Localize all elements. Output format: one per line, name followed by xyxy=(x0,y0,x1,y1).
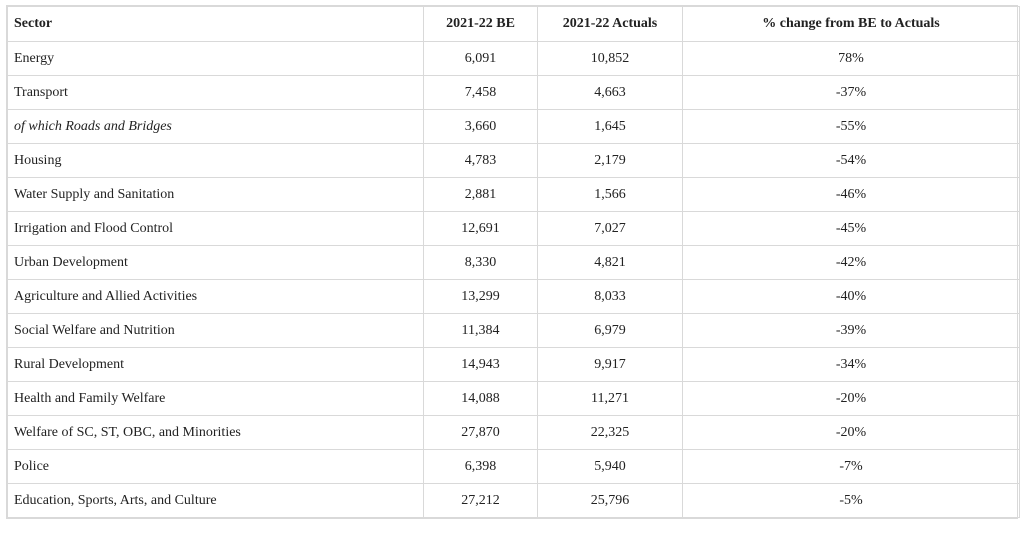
cell-be: 11,384 xyxy=(423,313,538,348)
table-row: Education, Sports, Arts, and Culture 27,2… xyxy=(7,483,1020,518)
cell-sector: of which Roads and Bridges xyxy=(7,109,424,144)
cell-change: -40% xyxy=(682,279,1020,314)
table-row: Housing 4,783 2,179 -54% xyxy=(7,143,1020,178)
header-change: % change from BE to Actuals xyxy=(682,6,1020,42)
cell-be: 8,330 xyxy=(423,245,538,280)
cell-change: -20% xyxy=(682,381,1020,416)
cell-sector: Education, Sports, Arts, and Culture xyxy=(7,483,424,518)
cell-actuals: 10,852 xyxy=(537,41,683,76)
table-row: Police 6,398 5,940 -7% xyxy=(7,449,1020,484)
cell-sector: Social Welfare and Nutrition xyxy=(7,313,424,348)
table-row: Water Supply and Sanitation 2,881 1,566 -46… xyxy=(7,177,1020,212)
table-row: Energy 6,091 10,852 78% xyxy=(7,41,1020,76)
cell-be: 12,691 xyxy=(423,211,538,246)
cell-change: -34% xyxy=(682,347,1020,382)
cell-change: -20% xyxy=(682,415,1020,450)
cell-change: -46% xyxy=(682,177,1020,212)
cell-be: 27,870 xyxy=(423,415,538,450)
cell-actuals: 4,663 xyxy=(537,75,683,110)
cell-actuals: 25,796 xyxy=(537,483,683,518)
cell-change: -37% xyxy=(682,75,1020,110)
cell-sector: Irrigation and Flood Control xyxy=(7,211,424,246)
cell-be: 6,091 xyxy=(423,41,538,76)
cell-sector: Rural Development xyxy=(7,347,424,382)
cell-sector: Police xyxy=(7,449,424,484)
cell-be: 6,398 xyxy=(423,449,538,484)
header-be: 2021-22 BE xyxy=(423,6,538,42)
cell-sector: Transport xyxy=(7,75,424,110)
table-row: Transport 7,458 4,663 -37% xyxy=(7,75,1020,110)
cell-actuals: 6,979 xyxy=(537,313,683,348)
cell-be: 27,212 xyxy=(423,483,538,518)
cell-be: 14,088 xyxy=(423,381,538,416)
cell-actuals: 2,179 xyxy=(537,143,683,178)
cell-actuals: 11,271 xyxy=(537,381,683,416)
table-row: Welfare of SC, ST, OBC, and Minorities 27… xyxy=(7,415,1020,450)
cell-change: -45% xyxy=(682,211,1020,246)
cell-actuals: 4,821 xyxy=(537,245,683,280)
cell-sector: Welfare of SC, ST, OBC, and Minorities xyxy=(7,415,424,450)
cell-actuals: 22,325 xyxy=(537,415,683,450)
cell-actuals: 8,033 xyxy=(537,279,683,314)
table-row: Urban Development 8,330 4,821 -42% xyxy=(7,245,1020,280)
cell-be: 7,458 xyxy=(423,75,538,110)
cell-change: -42% xyxy=(682,245,1020,280)
cell-sector: Agriculture and Allied Activities xyxy=(7,279,424,314)
table-row: Irrigation and Flood Control 12,691 7,027-… xyxy=(7,211,1020,246)
table-row: Health and Family Welfare 14,088 11,271 -20… xyxy=(7,381,1020,416)
table-row: Social Welfare and Nutrition 11,384 6,979-… xyxy=(7,313,1020,348)
cell-change: -5% xyxy=(682,483,1020,518)
table-row: Agriculture and Allied Activities 13,299 8… xyxy=(7,279,1020,314)
cell-change: -55% xyxy=(682,109,1020,144)
budget-table-container: Sector 2021-22 BE 2021-22 Actuals % chan… xyxy=(6,5,1020,519)
cell-be: 14,943 xyxy=(423,347,538,382)
cell-sector: Urban Development xyxy=(7,245,424,280)
header-actuals: 2021-22 Actuals xyxy=(537,6,683,42)
cell-be: 2,881 xyxy=(423,177,538,212)
cell-sector: Health and Family Welfare xyxy=(7,381,424,416)
header-sector: Sector xyxy=(7,6,424,42)
cell-change: -39% xyxy=(682,313,1020,348)
table-body: Energy 6,091 10,852 78% Transport 7,458 4,663-… xyxy=(7,41,1020,518)
cell-actuals: 7,027 xyxy=(537,211,683,246)
cell-change: -54% xyxy=(682,143,1020,178)
cell-actuals: 1,645 xyxy=(537,109,683,144)
table-row: of which Roads and Bridges 3,660 1,645 -55% xyxy=(7,109,1020,144)
cell-be: 3,660 xyxy=(423,109,538,144)
cell-change: -7% xyxy=(682,449,1020,484)
cell-actuals: 9,917 xyxy=(537,347,683,382)
cell-actuals: 1,566 xyxy=(537,177,683,212)
cell-actuals: 5,940 xyxy=(537,449,683,484)
table-row: Rural Development 14,943 9,917 -34% xyxy=(7,347,1020,382)
cell-sector: Energy xyxy=(7,41,424,76)
cell-be: 4,783 xyxy=(423,143,538,178)
table-header-row: Sector 2021-22 BE 2021-22 Actuals % chan… xyxy=(7,6,1020,42)
cell-be: 13,299 xyxy=(423,279,538,314)
cell-sector: Housing xyxy=(7,143,424,178)
budget-table: Sector 2021-22 BE 2021-22 Actuals % chan… xyxy=(7,6,1020,518)
cell-sector: Water Supply and Sanitation xyxy=(7,177,424,212)
cell-change: 78% xyxy=(682,41,1020,76)
